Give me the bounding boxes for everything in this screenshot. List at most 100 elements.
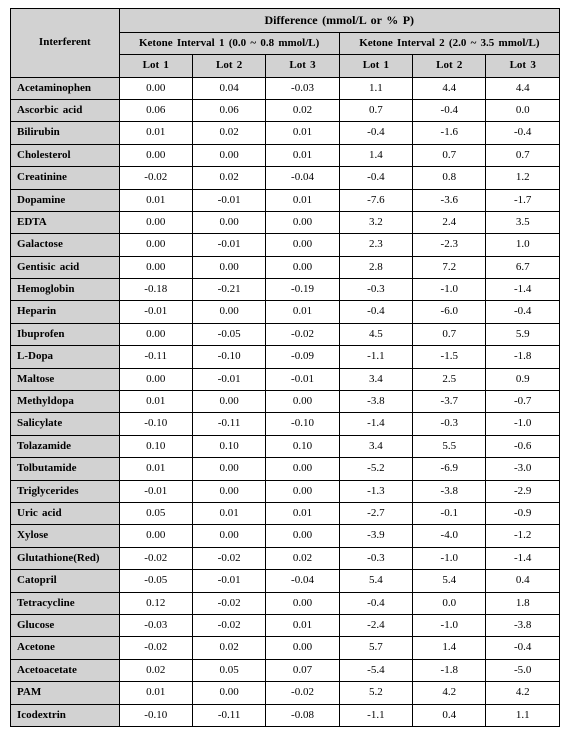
cell-i1-lot3: -0.10 xyxy=(266,413,339,435)
table-row: Bilirubin0.010.020.01-0.4-1.6-0.4 xyxy=(11,122,560,144)
cell-i1-lot1: 0.00 xyxy=(119,256,192,278)
cell-i1-lot3: 0.00 xyxy=(266,391,339,413)
cell-i2-lot2: -0.1 xyxy=(413,503,486,525)
table-row: Acetone-0.020.020.005.71.4-0.4 xyxy=(11,637,560,659)
cell-i2-lot1: 3.4 xyxy=(339,368,412,390)
row-name: Glutathione(Red) xyxy=(11,547,120,569)
cell-i1-lot3: -0.02 xyxy=(266,682,339,704)
table-row: Acetaminophen0.000.04-0.031.14.44.4 xyxy=(11,77,560,99)
row-name: Ibuprofen xyxy=(11,323,120,345)
cell-i1-lot1: 0.02 xyxy=(119,659,192,681)
row-name: Icodextrin xyxy=(11,704,120,726)
row-name: Salicylate xyxy=(11,413,120,435)
row-name: Acetaminophen xyxy=(11,77,120,99)
cell-i1-lot2: 0.04 xyxy=(192,77,265,99)
cell-i1-lot3: 0.07 xyxy=(266,659,339,681)
table-row: Ascorbic acid0.060.060.020.7-0.40.0 xyxy=(11,99,560,121)
cell-i1-lot1: -0.05 xyxy=(119,570,192,592)
cell-i1-lot3: -0.01 xyxy=(266,368,339,390)
table-row: Gentisic acid0.000.000.002.87.26.7 xyxy=(11,256,560,278)
cell-i1-lot2: -0.02 xyxy=(192,592,265,614)
cell-i1-lot1: 0.00 xyxy=(119,525,192,547)
cell-i2-lot1: -0.3 xyxy=(339,547,412,569)
cell-i2-lot2: -6.0 xyxy=(413,301,486,323)
cell-i2-lot2: 0.4 xyxy=(413,704,486,726)
row-name: Hemoglobin xyxy=(11,279,120,301)
cell-i2-lot2: 0.0 xyxy=(413,592,486,614)
cell-i1-lot3: 0.00 xyxy=(266,211,339,233)
cell-i2-lot1: 4.5 xyxy=(339,323,412,345)
table-row: Tolbutamide0.010.000.00-5.2-6.9-3.0 xyxy=(11,458,560,480)
cell-i2-lot2: -0.4 xyxy=(413,99,486,121)
cell-i1-lot1: 0.01 xyxy=(119,391,192,413)
row-name: Xylose xyxy=(11,525,120,547)
cell-i1-lot3: -0.02 xyxy=(266,323,339,345)
cell-i1-lot1: 0.00 xyxy=(119,211,192,233)
cell-i1-lot1: 0.00 xyxy=(119,368,192,390)
cell-i1-lot2: -0.05 xyxy=(192,323,265,345)
cell-i2-lot3: 1.0 xyxy=(486,234,560,256)
cell-i2-lot2: -6.9 xyxy=(413,458,486,480)
row-name: Methyldopa xyxy=(11,391,120,413)
cell-i1-lot3: 0.01 xyxy=(266,189,339,211)
cell-i2-lot3: -1.4 xyxy=(486,279,560,301)
cell-i2-lot1: -0.4 xyxy=(339,301,412,323)
cell-i1-lot1: -0.02 xyxy=(119,547,192,569)
cell-i2-lot1: -5.4 xyxy=(339,659,412,681)
cell-i1-lot3: -0.03 xyxy=(266,77,339,99)
cell-i1-lot1: 0.00 xyxy=(119,234,192,256)
row-name: L-Dopa xyxy=(11,346,120,368)
table-row: Methyldopa0.010.000.00-3.8-3.7-0.7 xyxy=(11,391,560,413)
cell-i1-lot3: 0.02 xyxy=(266,547,339,569)
cell-i2-lot2: -3.8 xyxy=(413,480,486,502)
cell-i1-lot3: 0.00 xyxy=(266,480,339,502)
cell-i1-lot1: 0.01 xyxy=(119,189,192,211)
cell-i1-lot3: 0.00 xyxy=(266,256,339,278)
cell-i2-lot1: 0.7 xyxy=(339,99,412,121)
row-name: Glucose xyxy=(11,614,120,636)
cell-i2-lot3: -1.8 xyxy=(486,346,560,368)
cell-i2-lot3: -2.9 xyxy=(486,480,560,502)
cell-i2-lot1: -0.4 xyxy=(339,167,412,189)
cell-i2-lot2: 1.4 xyxy=(413,637,486,659)
cell-i2-lot1: 5.4 xyxy=(339,570,412,592)
cell-i1-lot2: 0.02 xyxy=(192,122,265,144)
cell-i1-lot2: 0.00 xyxy=(192,458,265,480)
cell-i2-lot1: -2.4 xyxy=(339,614,412,636)
cell-i2-lot3: 0.0 xyxy=(486,99,560,121)
interference-table: Interferent Difference (mmol/L or % P) K… xyxy=(10,8,560,727)
cell-i1-lot1: -0.02 xyxy=(119,167,192,189)
cell-i1-lot3: 0.01 xyxy=(266,503,339,525)
cell-i2-lot1: 1.4 xyxy=(339,144,412,166)
cell-i1-lot2: 0.00 xyxy=(192,256,265,278)
table-container: Interferent Difference (mmol/L or % P) K… xyxy=(0,0,570,735)
header-interval-2: Ketone Interval 2 (2.0 ~ 3.5 mmol/L) xyxy=(339,32,559,54)
cell-i1-lot3: 0.01 xyxy=(266,144,339,166)
cell-i1-lot3: -0.19 xyxy=(266,279,339,301)
header-interval-1: Ketone Interval 1 (0.0 ~ 0.8 mmol/L) xyxy=(119,32,339,54)
cell-i2-lot1: -1.3 xyxy=(339,480,412,502)
cell-i2-lot1: 3.2 xyxy=(339,211,412,233)
cell-i2-lot1: -1.1 xyxy=(339,346,412,368)
cell-i2-lot3: -1.7 xyxy=(486,189,560,211)
cell-i2-lot3: -0.6 xyxy=(486,435,560,457)
row-name: Cholesterol xyxy=(11,144,120,166)
table-row: Tolazamide0.100.100.103.45.5-0.6 xyxy=(11,435,560,457)
header-int1-lot3: Lot 3 xyxy=(266,55,339,77)
cell-i1-lot2: 0.06 xyxy=(192,99,265,121)
cell-i1-lot2: 0.02 xyxy=(192,637,265,659)
cell-i1-lot2: 0.00 xyxy=(192,480,265,502)
table-row: Xylose0.000.000.00-3.9-4.0-1.2 xyxy=(11,525,560,547)
cell-i1-lot1: -0.01 xyxy=(119,301,192,323)
header-interferent: Interferent xyxy=(11,9,120,78)
cell-i2-lot1: -1.4 xyxy=(339,413,412,435)
table-row: Triglycerides-0.010.000.00-1.3-3.8-2.9 xyxy=(11,480,560,502)
table-row: Cholesterol0.000.000.011.40.70.7 xyxy=(11,144,560,166)
cell-i2-lot2: -1.5 xyxy=(413,346,486,368)
table-row: Hemoglobin-0.18-0.21-0.19-0.3-1.0-1.4 xyxy=(11,279,560,301)
cell-i1-lot1: -0.10 xyxy=(119,704,192,726)
cell-i1-lot3: 0.00 xyxy=(266,234,339,256)
table-row: Heparin-0.010.000.01-0.4-6.0-0.4 xyxy=(11,301,560,323)
cell-i2-lot2: 0.7 xyxy=(413,323,486,345)
cell-i2-lot3: 5.9 xyxy=(486,323,560,345)
